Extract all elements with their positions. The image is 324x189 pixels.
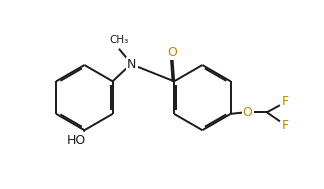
Text: N: N — [127, 58, 136, 71]
Text: O: O — [168, 46, 178, 59]
Text: O: O — [243, 106, 253, 119]
Text: HO: HO — [67, 134, 86, 147]
Text: F: F — [282, 119, 289, 132]
Text: CH₃: CH₃ — [109, 35, 129, 45]
Text: F: F — [282, 95, 289, 108]
